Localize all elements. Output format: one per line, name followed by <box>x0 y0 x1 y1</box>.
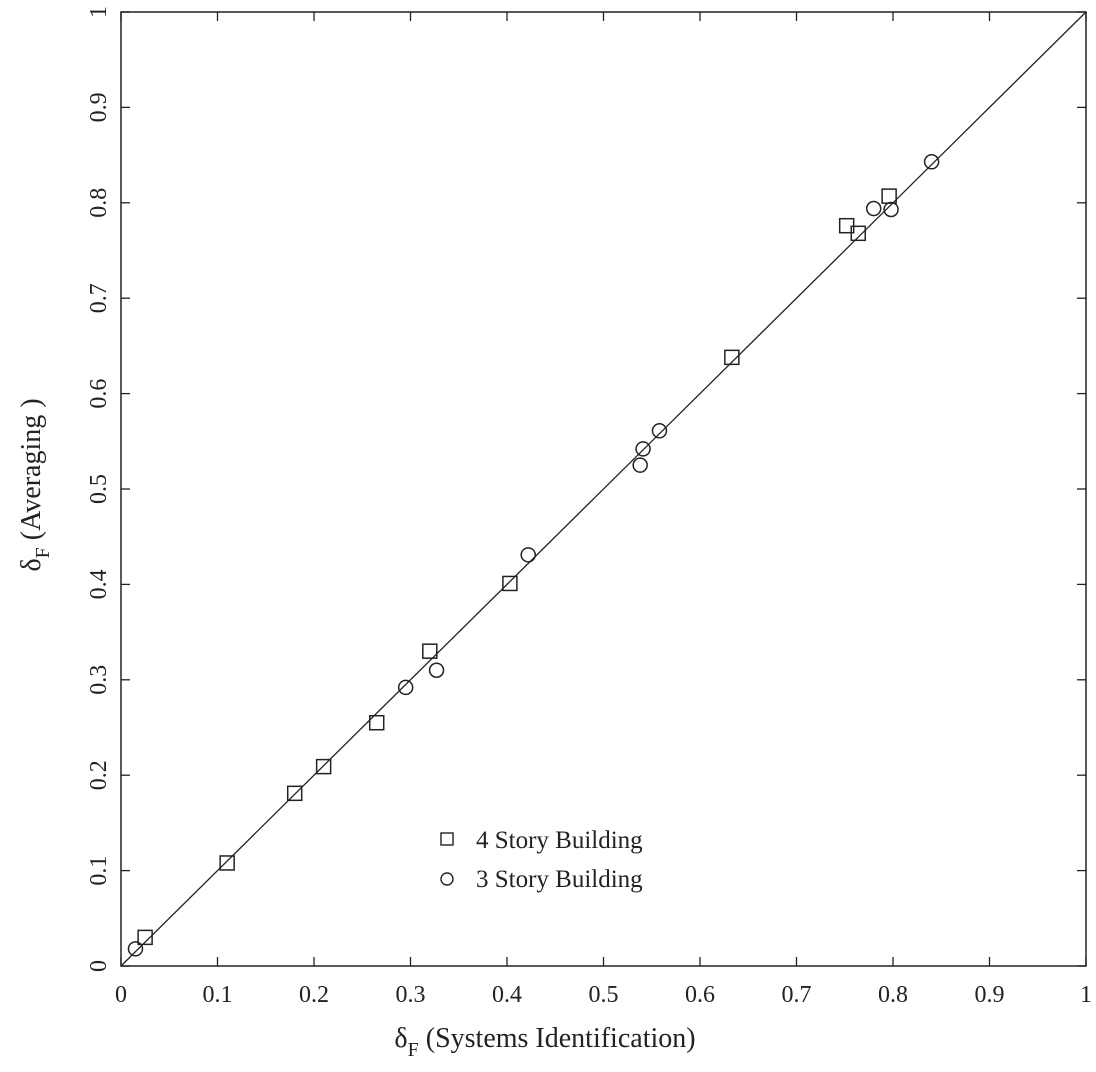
point-3-story <box>865 200 882 217</box>
y-axis-title: δF (Averaging ) <box>16 398 54 571</box>
point-3-story <box>883 201 899 218</box>
point-3-story <box>632 457 648 473</box>
x-tick-label: 0.4 <box>492 982 522 1008</box>
point-4-story <box>286 785 303 802</box>
y-tick-label: 0.9 <box>86 92 112 122</box>
point-3-story <box>428 662 445 679</box>
x-tick-label: 0 <box>115 982 127 1008</box>
x-tick-label: 1 <box>1080 982 1092 1008</box>
point-4-story <box>315 758 332 775</box>
y-axis: 0 0.1 0.2 0.3 0.4 0.5 0.6 0.7 0.8 0.9 1 <box>86 6 1086 972</box>
point-4-story <box>137 929 153 946</box>
point-3-story <box>635 441 651 457</box>
legend-square-icon <box>440 832 454 846</box>
y-tick-label: 0.4 <box>86 569 112 599</box>
point-3-story <box>127 941 144 957</box>
point-3-story <box>397 679 414 696</box>
y-tick-label: 0.1 <box>86 856 112 886</box>
y-tick-label: 0.5 <box>86 474 112 504</box>
x-tick-label: 0.8 <box>878 982 908 1008</box>
point-3-story <box>520 547 536 563</box>
point-4-story <box>219 855 235 871</box>
point-4-story <box>850 225 867 242</box>
y-tick-label: 0 <box>86 960 112 972</box>
y-tick-label: 0.3 <box>86 665 112 695</box>
y-tick-label: 1 <box>86 6 112 18</box>
point-4-story <box>422 643 438 659</box>
x-tick-label: 0.9 <box>975 982 1005 1008</box>
point-4-story <box>502 575 518 592</box>
x-tick-label: 0.6 <box>685 982 715 1008</box>
point-3-story <box>923 154 940 170</box>
x-tick-label: 0.5 <box>589 982 619 1008</box>
y-tick-label: 0.7 <box>86 283 112 313</box>
y-tick-label: 0.8 <box>86 188 112 218</box>
x-axis: 0 0.1 0.2 0.3 0.4 0.5 0.6 0.7 0.8 0.9 1 <box>115 12 1092 1008</box>
x-tick-label: 0.1 <box>203 982 233 1008</box>
data-points <box>127 154 940 957</box>
x-tick-label: 0.7 <box>782 982 812 1008</box>
x-axis-title: δF (Systems Identification) <box>394 1023 695 1061</box>
legend: 4 Story Building 3 Story Building <box>440 827 643 893</box>
point-3-story <box>651 423 668 439</box>
y-tick-label: 0.6 <box>86 379 112 409</box>
point-4-story <box>368 714 385 731</box>
legend-circle-icon <box>440 872 454 886</box>
x-tick-label: 0.2 <box>299 982 329 1008</box>
legend-label-3-story: 3 Story Building <box>476 866 643 893</box>
point-4-story <box>724 349 740 366</box>
legend-label-4-story: 4 Story Building <box>476 827 643 854</box>
x-tick-label: 0.3 <box>396 982 426 1008</box>
y-tick-label: 0.2 <box>86 760 112 790</box>
reference-line <box>120 11 1087 967</box>
